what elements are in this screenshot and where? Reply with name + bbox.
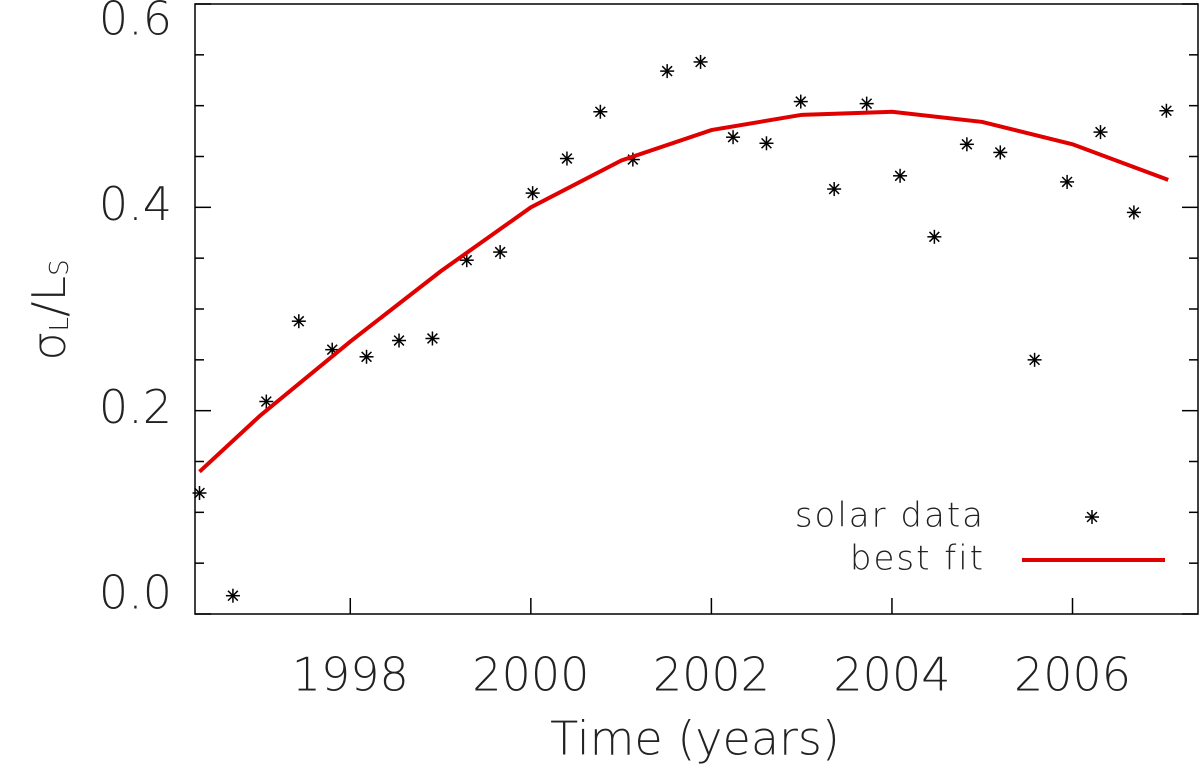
y-label-part: L <box>45 317 75 332</box>
y-label-part: /L <box>22 276 76 317</box>
marker-stroke <box>494 246 506 258</box>
marker-stroke <box>461 254 473 266</box>
asterisk-marker <box>525 186 540 201</box>
asterisk-marker <box>425 331 440 346</box>
marker-stroke <box>326 344 338 356</box>
x-tick-label: 2002 <box>653 648 770 702</box>
asterisk-marker <box>1126 205 1141 220</box>
marker-stroke <box>1095 126 1106 138</box>
marker-stroke <box>594 106 606 118</box>
marker-stroke <box>427 333 438 344</box>
marker-stroke <box>661 65 673 77</box>
asterisk-marker <box>827 182 842 197</box>
marker-stroke <box>1128 206 1140 218</box>
marker-stroke <box>527 187 539 199</box>
asterisk-marker <box>192 486 207 501</box>
asterisk-marker <box>1085 510 1099 524</box>
y-tick-label: 0.0 <box>99 566 172 620</box>
marker-stroke <box>928 231 940 243</box>
marker-stroke <box>361 351 372 363</box>
x-tick-label: 2000 <box>472 648 589 702</box>
marker-stroke <box>828 183 840 195</box>
marker-stroke <box>894 170 906 182</box>
asterisk-marker <box>927 229 942 244</box>
marker-stroke <box>1160 105 1172 117</box>
asterisk-marker <box>793 94 808 109</box>
asterisk-marker <box>993 145 1008 160</box>
asterisk-marker <box>359 349 374 364</box>
marker-stroke <box>1061 176 1073 188</box>
asterisk-marker <box>726 130 741 145</box>
marker-stroke <box>227 590 239 602</box>
asterisk-marker <box>1093 125 1108 140</box>
y-tick-label: 0.6 <box>99 0 172 46</box>
asterisk-marker <box>593 104 608 119</box>
asterisk-marker <box>1027 352 1042 367</box>
asterisk-marker <box>259 394 274 409</box>
x-tick-label: 2006 <box>1014 648 1131 702</box>
asterisk-marker <box>859 96 874 111</box>
marker-stroke <box>260 396 272 407</box>
marker-stroke <box>1029 354 1041 366</box>
asterisk-marker <box>660 64 675 79</box>
y-tick-label: 0.2 <box>99 380 172 434</box>
marker-stroke <box>393 335 405 346</box>
marker-stroke <box>194 487 205 499</box>
marker-stroke <box>727 131 739 143</box>
asterisk-marker <box>759 136 774 151</box>
marker-stroke <box>795 96 807 108</box>
marker-stroke <box>961 138 973 150</box>
marker-stroke <box>861 98 873 110</box>
legend-label: best fit <box>850 539 985 579</box>
y-axis-label: σL/LS <box>22 259 76 360</box>
asterisk-marker <box>559 151 574 166</box>
asterisk-marker <box>959 137 974 152</box>
marker-stroke <box>695 56 706 68</box>
marker-stroke <box>561 153 573 164</box>
marker-stroke <box>293 315 305 327</box>
y-tick-label: 0.4 <box>99 177 172 231</box>
asterisk-marker <box>1060 174 1075 189</box>
y-label-part: σ <box>22 332 76 361</box>
plot-frame <box>194 3 1199 615</box>
marker-stroke <box>994 147 1006 158</box>
asterisk-marker <box>392 333 407 348</box>
asterisk-marker <box>893 168 908 183</box>
asterisk-marker <box>1159 103 1174 118</box>
y-label-part: S <box>45 259 75 276</box>
x-tick-label: 1998 <box>292 648 409 702</box>
fit-line <box>198 109 1169 474</box>
x-tick-label: 2004 <box>833 648 950 702</box>
marker-stroke <box>1086 511 1098 523</box>
x-axis-label: Time (years) <box>550 712 840 766</box>
legend-label: solar data <box>795 496 985 536</box>
asterisk-marker <box>693 54 708 69</box>
marker-stroke <box>761 137 772 149</box>
asterisk-marker <box>493 245 508 260</box>
asterisk-marker <box>225 588 240 603</box>
asterisk-marker <box>291 314 306 329</box>
